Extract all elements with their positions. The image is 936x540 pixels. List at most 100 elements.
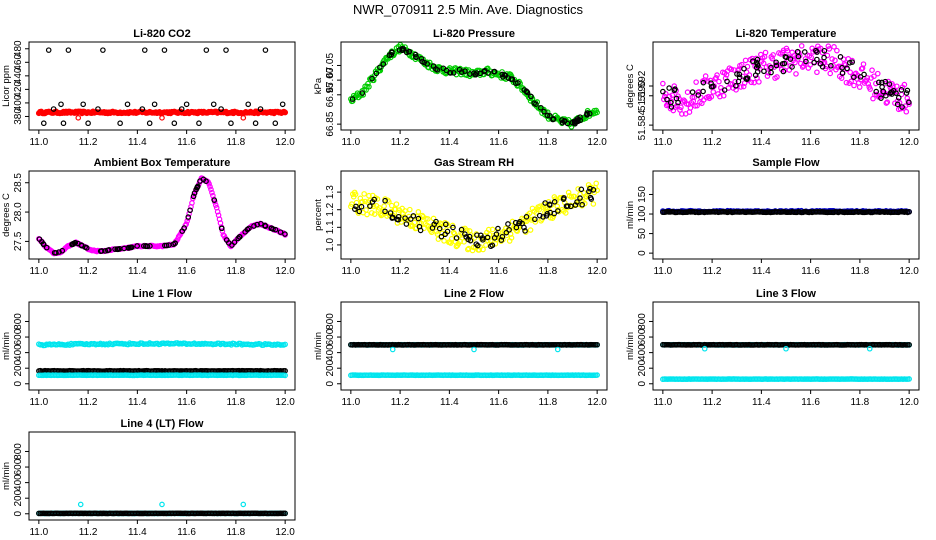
data-point [163,242,170,249]
data-point [60,120,67,127]
y-tick-label: 0 [637,250,648,256]
data-point [352,191,359,198]
data-point [832,57,838,64]
y-tick-label: 51.590 [637,80,648,111]
x-tick-label: 11.0 [29,397,48,408]
panel-pressure: Li-820 Pressure kPa 11.0 11.2 11.4 11.6 11.8 12… [313,28,608,148]
data-point [904,87,911,94]
data-point [695,92,702,98]
data-point [888,89,895,95]
data-point [363,207,369,213]
data-point [720,92,727,99]
x-tick-label: 11.0 [29,527,48,538]
x-tick-label: 11.6 [489,266,508,277]
data-point [489,242,496,249]
data-point [381,203,387,209]
data-point [424,61,430,67]
data-point [843,79,850,86]
data-point [528,93,534,100]
data-point [498,237,505,243]
data-points [660,341,912,383]
data-points [348,41,600,130]
y-tick-label: 400 [13,344,24,361]
data-point [798,43,805,49]
data-point [519,220,525,227]
data-point [143,243,149,250]
x-tick-label: 11.6 [177,527,196,538]
x-tick-label: 11.2 [79,527,98,538]
data-point [719,88,725,95]
data-point [571,118,578,124]
data-point [738,84,744,90]
x-tick-label: 11.0 [653,266,672,277]
y-axis-label: ml/min [1,462,12,490]
data-point [821,54,827,61]
panel-title: Gas Stream RH [434,157,514,169]
data-point [508,76,515,83]
data-point [574,195,580,202]
data-point [387,210,394,216]
data-point [159,115,165,121]
data-point [555,208,561,214]
x-tick-label: 11.0 [341,266,360,277]
data-point [245,101,252,108]
data-point [906,99,912,106]
data-point [80,101,86,108]
y-tick-label: 200 [325,359,336,376]
data-point [883,92,889,99]
data-point [584,111,590,118]
data-point [542,200,548,206]
data-point [857,76,864,83]
data-point [849,59,856,65]
data-point [541,108,547,115]
data-point [851,74,857,80]
x-tick-label: 11.4 [128,397,147,408]
data-point [194,183,201,190]
y-tick-label: 400 [13,94,24,111]
data-point [839,70,846,77]
y-axis-label: kPa [313,77,324,94]
data-point [532,219,539,225]
data-point [358,203,365,210]
data-point [53,250,59,256]
data-point [229,242,235,248]
x-tick-label: 12.0 [587,266,607,277]
y-tick-label: 200 [637,359,648,376]
y-tick-label: 1.2 [325,202,336,216]
data-point [593,180,599,187]
data-point [718,84,724,91]
data-point [161,47,168,53]
panel-title: Line 3 Flow [756,288,816,300]
data-point [783,54,790,61]
panel-line4: Line 4 (LT) Flow ml/min 11.0 11.2 11.4 11.6 11… [1,418,296,538]
data-point [838,75,845,81]
data-point [586,188,592,195]
data-point [431,221,438,228]
x-tick-label: 12.0 [587,397,607,408]
data-point [117,120,123,127]
data-point [128,244,135,251]
y-tick-label: 800 [325,313,336,330]
y-axis-label: ml/min [625,201,636,229]
data-point [734,71,740,77]
data-point [373,70,380,77]
data-point [879,79,885,86]
data-point [382,197,388,204]
data-point [814,56,820,63]
data-point [561,195,567,201]
data-point [735,78,742,85]
data-point [691,94,698,101]
data-point [660,80,666,87]
data-point [574,199,580,205]
data-point [821,47,828,54]
data-point [235,235,242,242]
data-point [451,230,458,237]
data-points [36,501,288,517]
data-point [847,59,853,66]
x-tick-label: 11.4 [440,137,459,148]
data-point [869,67,875,73]
data-point [883,100,890,106]
panel-line2: Line 2 Flow ml/min 11.0 11.2 11.4 11.6 11.8 12.… [313,288,608,408]
data-point [251,223,257,229]
data-point [794,48,801,55]
